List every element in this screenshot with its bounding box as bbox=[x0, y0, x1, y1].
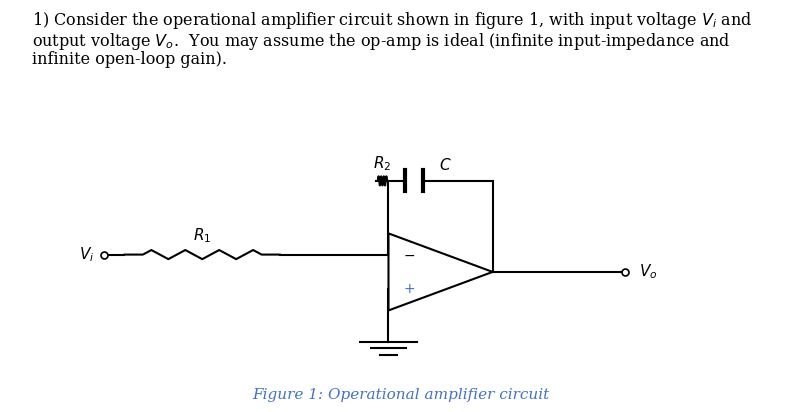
Text: output voltage $V_o$.  You may assume the op-amp is ideal (infinite input-impeda: output voltage $V_o$. You may assume the… bbox=[32, 31, 731, 52]
Text: $V_o$: $V_o$ bbox=[639, 262, 658, 281]
Text: $+$: $+$ bbox=[403, 282, 415, 296]
Text: $V_i$: $V_i$ bbox=[79, 245, 95, 264]
Text: $R_1$: $R_1$ bbox=[193, 226, 211, 245]
Text: $R_2$: $R_2$ bbox=[373, 154, 392, 173]
Text: $C$: $C$ bbox=[440, 157, 452, 173]
Text: Figure 1: Operational amplifier circuit: Figure 1: Operational amplifier circuit bbox=[252, 388, 549, 402]
Text: infinite open-loop gain).: infinite open-loop gain). bbox=[32, 52, 227, 68]
Text: $-$: $-$ bbox=[403, 248, 415, 262]
Text: 1) Consider the operational amplifier circuit shown in figure 1, with input volt: 1) Consider the operational amplifier ci… bbox=[32, 10, 752, 31]
